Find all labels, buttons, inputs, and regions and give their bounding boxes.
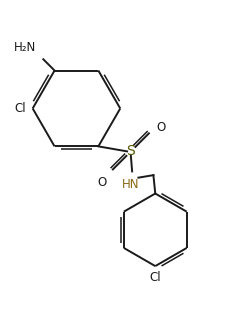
Text: S: S <box>126 145 135 158</box>
Text: Cl: Cl <box>15 102 26 115</box>
Text: O: O <box>155 121 165 134</box>
Text: O: O <box>98 176 107 189</box>
Text: HN: HN <box>122 178 139 191</box>
Text: Cl: Cl <box>149 271 161 284</box>
Text: H₂N: H₂N <box>14 41 36 54</box>
